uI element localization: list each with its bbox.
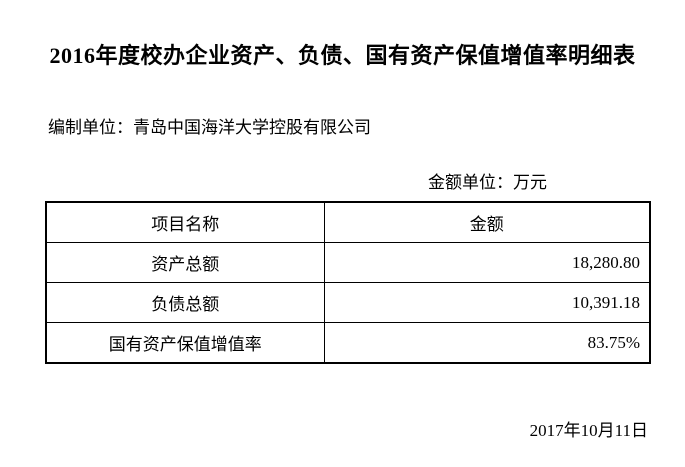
table-header-row: 项目名称 金额	[45, 201, 651, 243]
row-value-preservation-rate: 83.75%	[323, 322, 651, 364]
row-label-preservation-rate: 国有资产保值增值率	[45, 322, 325, 364]
row-label-total-assets: 资产总额	[45, 242, 325, 283]
document-date: 2017年10月11日	[529, 421, 648, 440]
detail-table: 项目名称 金额 资产总额 18,280.80 负债总额 10,391.18 国有…	[45, 201, 651, 364]
amount-unit-note: 金额单位：万元	[428, 173, 547, 192]
column-header-item-name: 项目名称	[45, 201, 325, 243]
table-row: 资产总额 18,280.80	[45, 242, 651, 283]
prepared-by-line: 编制单位：青岛中国海洋大学控股有限公司	[48, 118, 371, 137]
table-row: 国有资产保值增值率 83.75%	[45, 322, 651, 364]
page-title: 2016年度校办企业资产、负债、国有资产保值增值率明细表	[49, 43, 636, 68]
row-label-total-liabilities: 负债总额	[45, 282, 325, 323]
row-value-total-liabilities: 10,391.18	[323, 282, 651, 323]
column-header-amount: 金额	[323, 201, 651, 243]
table-row: 负债总额 10,391.18	[45, 282, 651, 323]
row-value-total-assets: 18,280.80	[323, 242, 651, 283]
